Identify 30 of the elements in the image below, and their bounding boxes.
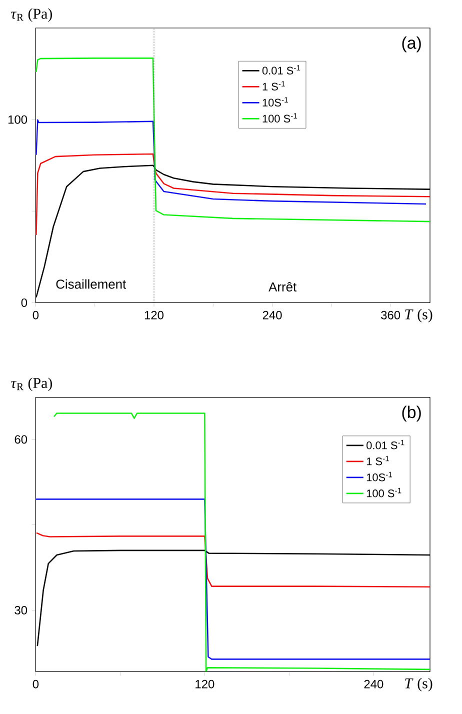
x-tick-label: 240 xyxy=(262,310,282,320)
x-axis-title: T (s) xyxy=(405,308,432,322)
line-series xyxy=(36,532,430,588)
x-tick-label: 120 xyxy=(196,680,214,688)
x-tick-label: 360 xyxy=(381,310,400,320)
x-axis-title: T (s) xyxy=(405,678,432,692)
y-tick-label: 0 xyxy=(21,298,28,307)
y-tick-label: 100 xyxy=(8,115,28,124)
annotation: (b) xyxy=(402,406,421,422)
legend-label: 1 S$^{-1}$ xyxy=(262,81,285,90)
annotation: (a) xyxy=(402,36,421,52)
annotation: Arrêt xyxy=(268,282,296,292)
y-tick-label: 30 xyxy=(14,606,28,614)
y-axis-title: τ$_{R}$ (Pa) xyxy=(11,8,52,22)
line-series xyxy=(36,58,430,222)
x-tick-label: 0 xyxy=(32,310,39,320)
legend-label: 0.01 S$^{-1}$ xyxy=(262,65,300,74)
legend-label: 100 S$^{-1}$ xyxy=(366,488,402,498)
x-tick-label: 120 xyxy=(144,310,164,320)
legend-label: 1 S$^{-1}$ xyxy=(366,456,389,466)
y-tick-label: 60 xyxy=(14,435,28,444)
legend-label: 10S$^{-1}$ xyxy=(262,97,288,107)
x-tick-label: 240 xyxy=(364,680,384,688)
legend-label: 10S$^{-1}$ xyxy=(366,472,392,482)
annotation: Cisaillement xyxy=(56,279,126,289)
x-tick-label: 0 xyxy=(32,680,39,688)
y-axis-title: τ$_{R}$ (Pa) xyxy=(11,378,52,392)
legend-label: 0.01 S$^{-1}$ xyxy=(366,440,404,450)
legend-label: 100 S$^{-1}$ xyxy=(262,113,298,123)
line-series xyxy=(36,153,430,236)
